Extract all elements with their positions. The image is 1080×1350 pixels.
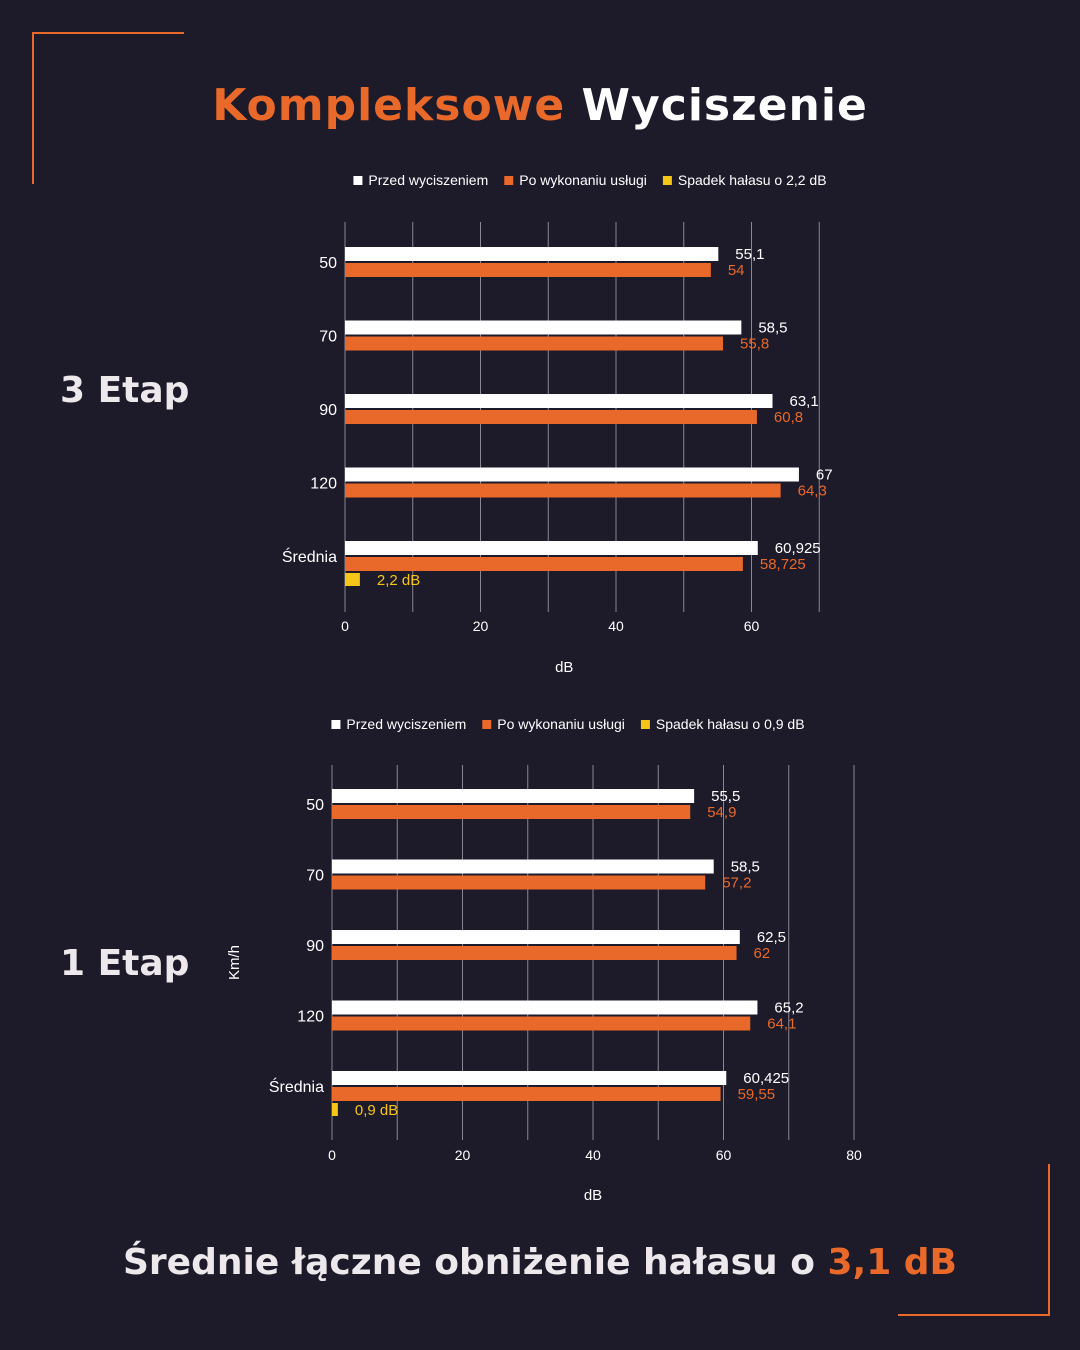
legend-label-2: Po wykonaniu usługi: [519, 172, 647, 188]
x-axis-label: dB: [584, 1187, 602, 1204]
footer-text: Średnie łączne obniżenie hałasu o: [122, 1242, 828, 1283]
legend-swatch-2: [504, 176, 514, 185]
bar-series-1: [332, 930, 740, 944]
bar-series-1: [332, 1000, 758, 1015]
category-label: 50: [306, 797, 324, 814]
data-label-series-2: 54,9: [707, 804, 736, 821]
category-label: 50: [319, 255, 337, 272]
data-label-series-2: 58,725: [760, 556, 806, 573]
legend-label-3: Spadek hałasu o 2,2 dB: [678, 172, 827, 188]
x-tick-label: 40: [585, 1147, 601, 1163]
x-tick-label: 60: [716, 1147, 732, 1163]
category-label: 70: [319, 329, 337, 346]
bar-series-1: [332, 859, 714, 874]
data-label-series-2: 54: [728, 262, 745, 279]
data-label-series-2: 64,1: [767, 1016, 796, 1033]
legend-label-3: Spadek hałasu o 0,9 dB: [656, 716, 805, 732]
legend-swatch-1: [353, 176, 363, 185]
legend-swatch-3: [640, 720, 650, 729]
category-label: 90: [306, 938, 324, 955]
x-tick-label: 0: [328, 1147, 336, 1163]
x-tick-label: 80: [846, 1147, 862, 1163]
category-label: 70: [306, 868, 324, 885]
bar-series-2: [345, 336, 724, 351]
legend-swatch-1: [331, 720, 341, 729]
bar-series-1: [345, 247, 719, 261]
bar-series-1: [345, 394, 773, 408]
chart-stage-3-svg: Przed wyciszeniem Po wykonaniu usługi Spad…: [282, 172, 833, 676]
chart-stage-1-svg: Przed wyciszeniem Po wykonaniu usługi Spad…: [226, 716, 862, 1204]
bar-series-1: [345, 320, 742, 335]
title-part-1: Kompleksowe: [212, 80, 566, 131]
data-label-series-2: 59,55: [738, 1086, 776, 1103]
data-label-series-1: 65,2: [774, 1000, 803, 1017]
x-axis-label: dB: [555, 659, 573, 676]
bar-series-3: [332, 1103, 338, 1116]
bar-series-3: [345, 573, 360, 586]
bar-series-2: [345, 410, 757, 424]
stage-1-label: 1 Etap: [60, 943, 190, 984]
category-label: 120: [297, 1009, 324, 1026]
bar-series-2: [332, 1087, 721, 1101]
data-label-series-2: 55,8: [740, 336, 769, 353]
title-part-2: Wyciszenie: [581, 80, 868, 131]
legend-swatch-2: [482, 720, 492, 729]
y-axis-label: Km/h: [226, 945, 243, 980]
stage-3-label: 3 Etap: [60, 370, 190, 411]
x-tick-label: 40: [608, 618, 624, 634]
x-tick-label: 60: [744, 618, 760, 634]
legend-label-1: Przed wyciszeniem: [346, 716, 466, 732]
bar-series-2: [332, 1016, 751, 1031]
chart-stage-1: Przed wyciszeniem Po wykonaniu usługi Spad…: [0, 700, 1080, 1220]
page-title: Kompleksowe Wyciszenie: [0, 80, 1080, 131]
data-label-series-1: 55,1: [735, 246, 764, 263]
data-label-series-1: 63,1: [790, 393, 819, 410]
category-label: Średnia: [269, 1077, 324, 1096]
legend-label-2: Po wykonaniu usługi: [497, 716, 625, 732]
data-label-series-2: 57,2: [722, 875, 751, 892]
data-label-series-1: 55,5: [711, 788, 740, 805]
bar-series-2: [345, 557, 743, 571]
data-label-series-1: 62,5: [757, 929, 786, 946]
data-label-series-1: 58,5: [758, 320, 787, 337]
legend-swatch-3: [662, 176, 672, 185]
data-label-series-3: 2,2 dB: [377, 572, 420, 589]
bar-series-2: [332, 946, 737, 960]
bar-series-1: [345, 467, 799, 482]
category-label: Średnia: [282, 547, 337, 566]
bar-series-2: [332, 875, 706, 890]
bar-series-2: [345, 263, 711, 277]
data-label-series-2: 64,3: [798, 483, 827, 500]
legend-label-1: Przed wyciszeniem: [368, 172, 488, 188]
data-label-series-1: 60,425: [743, 1070, 789, 1087]
decorative-corner-bottom-right: [898, 1164, 1050, 1316]
category-label: 120: [310, 476, 337, 493]
x-tick-label: 0: [341, 618, 349, 634]
data-label-series-1: 58,5: [731, 859, 760, 876]
bar-series-1: [332, 789, 695, 803]
bar-series-1: [332, 1071, 727, 1085]
footer-summary: Średnie łączne obniżenie hałasu o 3,1 dB: [0, 1242, 1080, 1283]
x-tick-label: 20: [473, 618, 489, 634]
bar-series-1: [345, 541, 758, 555]
bar-series-2: [332, 805, 691, 819]
data-label-series-1: 60,925: [775, 540, 821, 557]
category-label: 90: [319, 402, 337, 419]
bar-series-2: [345, 483, 781, 498]
data-label-series-2: 62: [754, 945, 771, 962]
footer-value: 3,1 dB: [827, 1242, 957, 1283]
chart-stage-3: Przed wyciszeniem Po wykonaniu usługi Spad…: [282, 172, 833, 676]
x-tick-label: 20: [455, 1147, 471, 1163]
data-label-series-3: 0,9 dB: [355, 1102, 398, 1119]
decorative-corner-top-left: [32, 32, 184, 184]
data-label-series-2: 60,8: [774, 409, 803, 426]
data-label-series-1: 67: [816, 467, 833, 484]
